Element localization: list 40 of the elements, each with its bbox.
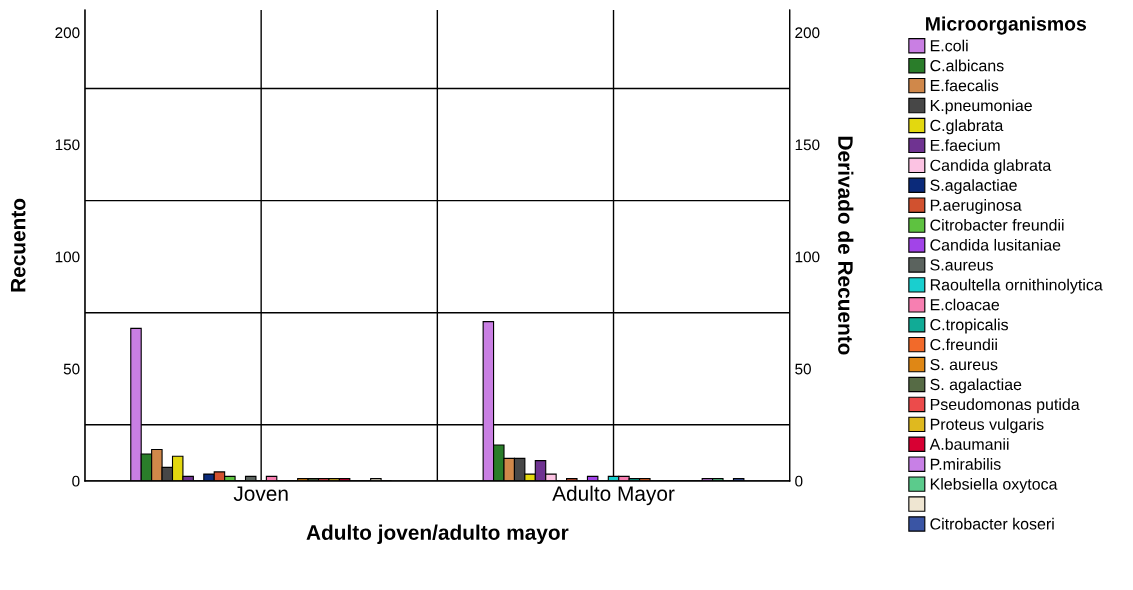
legend-label: E.faecium — [930, 139, 1000, 152]
legend-label: C.albicans — [930, 59, 1004, 72]
legend-label: E.cloacae — [930, 298, 1000, 311]
legend-label: C.tropicalis — [930, 318, 1009, 334]
x-axis-title: Adulto joven/adulto mayor — [306, 524, 569, 544]
legend-label: S. aureus — [930, 358, 998, 371]
legend-label: Citrobacter freundii — [930, 218, 1064, 231]
legend-label: E.faecalis — [930, 79, 999, 92]
legend-label: Pseudomonas putida — [930, 398, 1080, 414]
legend-label: E.coli — [930, 39, 968, 52]
legend-label: Proteus vulgaris — [930, 418, 1044, 434]
x-tick-label: Joven — [233, 486, 288, 502]
y2-tick-label: 50 — [795, 363, 811, 375]
legend-label: S.aureus — [930, 259, 993, 271]
legend-label: Raoultella ornithinolytica — [930, 278, 1103, 294]
y-tick-label: 0 — [72, 475, 80, 487]
legend-label: Candida lusitaniae — [930, 238, 1061, 251]
y-tick-label: 100 — [55, 251, 80, 263]
y2-axis-title: Derivado de Recuento — [838, 136, 854, 355]
legend-label: P.mirabilis — [930, 458, 1001, 470]
legend-label: Citrobacter koseri — [930, 517, 1054, 530]
legend-label: A.baumanii — [929, 438, 1009, 450]
legend-label: P.aeruginosa — [930, 199, 1022, 214]
legend-label: Klebsiella oxytoca — [930, 478, 1058, 493]
y2-tick-label: 0 — [795, 475, 803, 487]
legend-label: C.freundii — [930, 338, 997, 351]
y2-tick-label: 100 — [795, 251, 820, 263]
legend-label: Candida glabrata — [930, 159, 1052, 175]
legend-label: S.agalactiae — [930, 179, 1017, 195]
legend-label: K.pneumoniae — [930, 99, 1032, 115]
legend-label: C.glabrata — [930, 119, 1004, 135]
y2-tick-label: 200 — [795, 27, 820, 39]
legend-label: S. agalactiae — [930, 378, 1022, 394]
legend-title: Microorganismos — [926, 16, 1087, 35]
y-tick-label: 200 — [55, 27, 80, 39]
y-tick-label: 150 — [55, 139, 80, 151]
x-tick-label: Adulto Mayor — [552, 485, 675, 506]
y-axis-title: Recuento — [10, 198, 26, 292]
y2-tick-label: 150 — [795, 139, 820, 151]
y-tick-label: 50 — [63, 363, 80, 375]
